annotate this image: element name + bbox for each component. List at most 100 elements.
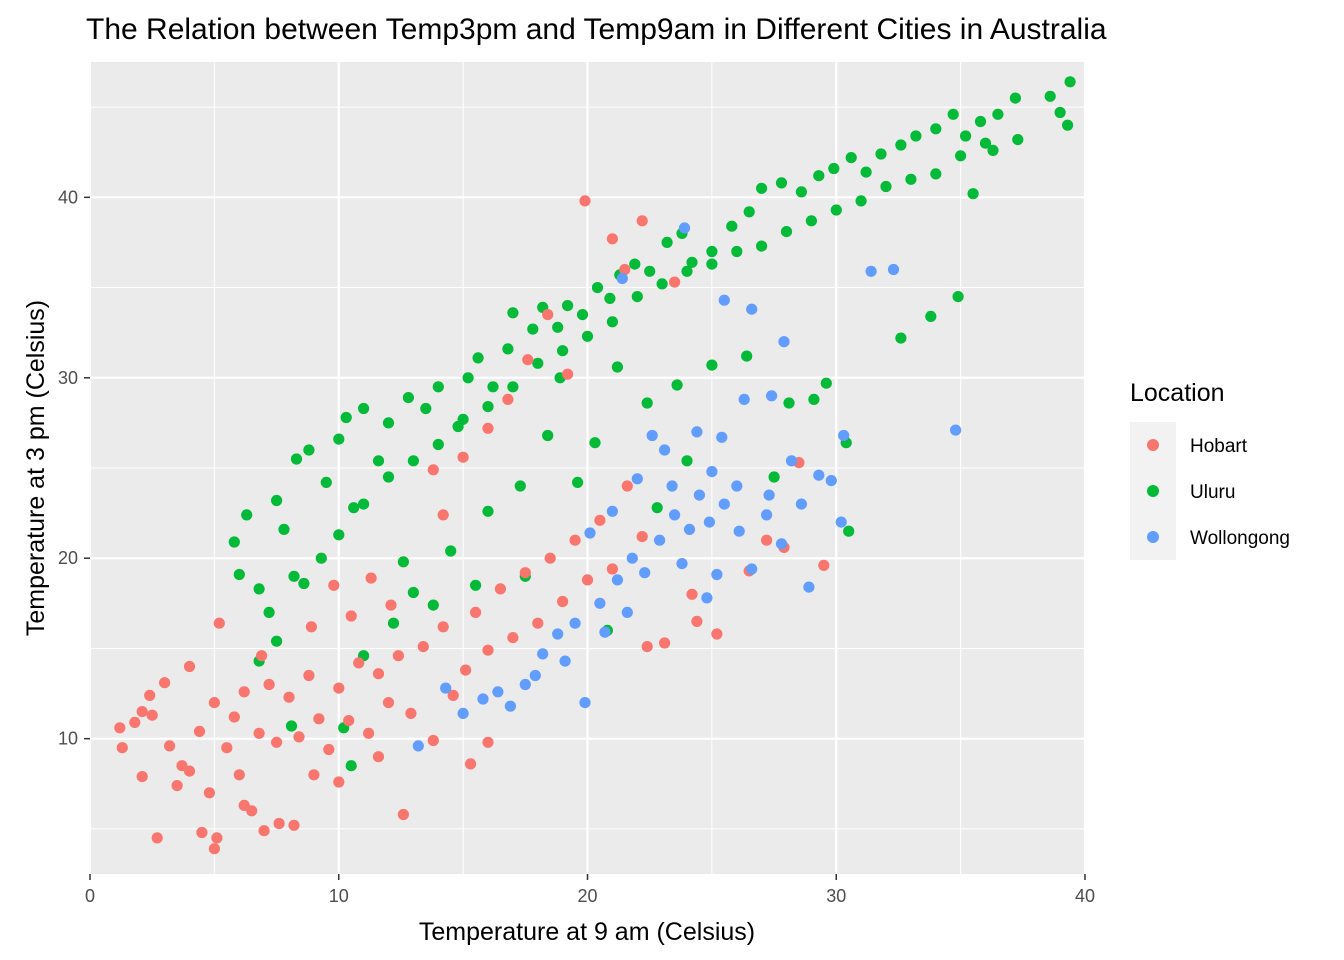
data-point-hobart xyxy=(562,368,574,380)
data-point-uluru xyxy=(1064,76,1076,88)
data-point-wollongong xyxy=(835,516,847,528)
data-point-hobart xyxy=(372,751,385,763)
data-point-hobart xyxy=(569,534,581,546)
y-tick-label: 20 xyxy=(58,548,78,568)
data-point-uluru xyxy=(397,556,409,568)
data-point-hobart xyxy=(557,595,569,608)
data-point-hobart xyxy=(136,706,148,718)
data-point-uluru xyxy=(795,186,808,198)
data-point-wollongong xyxy=(654,534,666,546)
data-point-wollongong xyxy=(825,475,837,487)
data-point-hobart xyxy=(183,660,196,673)
y-tick-label: 10 xyxy=(58,729,78,749)
data-point-hobart xyxy=(365,572,377,584)
data-point-uluru xyxy=(905,173,917,185)
data-point-uluru xyxy=(1044,90,1056,102)
data-point-uluru xyxy=(372,455,385,467)
data-point-uluru xyxy=(462,372,474,384)
data-point-hobart xyxy=(114,722,126,734)
data-point-uluru xyxy=(514,480,526,492)
data-point-uluru xyxy=(860,166,872,178)
x-tick-label: 0 xyxy=(85,886,95,906)
data-point-hobart xyxy=(263,678,275,691)
data-point-wollongong xyxy=(477,693,489,705)
data-point-uluru xyxy=(960,130,972,142)
data-point-wollongong xyxy=(606,505,619,517)
data-point-hobart xyxy=(305,621,317,633)
data-point-uluru xyxy=(457,413,469,425)
data-point-hobart xyxy=(343,715,355,727)
data-point-hobart xyxy=(457,451,469,463)
data-point-uluru xyxy=(345,760,357,772)
data-point-uluru xyxy=(686,256,698,268)
data-point-wollongong xyxy=(611,574,624,586)
data-point-hobart xyxy=(151,832,163,844)
data-point-hobart xyxy=(211,832,223,844)
data-point-hobart xyxy=(494,583,506,595)
data-point-hobart xyxy=(761,534,773,546)
data-point-uluru xyxy=(830,204,842,216)
data-point-wollongong xyxy=(746,563,758,575)
data-point-hobart xyxy=(288,819,300,831)
data-point-hobart xyxy=(544,552,556,564)
data-point-uluru xyxy=(808,393,820,405)
data-point-uluru xyxy=(333,433,345,445)
data-point-uluru xyxy=(589,437,601,449)
data-point-uluru xyxy=(768,471,780,483)
data-point-uluru xyxy=(706,245,718,258)
data-point-hobart xyxy=(333,776,345,788)
data-point-uluru xyxy=(805,215,818,227)
data-point-uluru xyxy=(527,323,539,335)
data-point-hobart xyxy=(323,743,335,756)
y-tick-label: 40 xyxy=(58,187,78,207)
data-point-uluru xyxy=(741,350,753,362)
data-point-hobart xyxy=(594,514,606,526)
data-point-uluru xyxy=(880,180,892,193)
data-point-uluru xyxy=(651,502,663,514)
data-point-hobart xyxy=(221,742,233,754)
data-point-wollongong xyxy=(718,498,730,510)
data-point-wollongong xyxy=(766,390,778,402)
data-point-uluru xyxy=(875,148,887,160)
data-point-hobart xyxy=(164,740,176,752)
data-point-uluru xyxy=(641,397,653,409)
legend-key-uluru xyxy=(1147,485,1159,497)
data-point-wollongong xyxy=(683,523,696,536)
data-point-uluru xyxy=(320,476,332,488)
data-point-hobart xyxy=(482,644,494,656)
data-point-hobart xyxy=(659,637,671,649)
data-point-uluru xyxy=(974,115,987,128)
data-point-hobart xyxy=(171,780,183,792)
data-point-uluru xyxy=(358,498,370,510)
data-point-uluru xyxy=(303,444,315,456)
data-point-hobart xyxy=(208,697,220,709)
data-point-uluru xyxy=(285,720,298,732)
data-point-hobart xyxy=(313,713,325,725)
data-point-uluru xyxy=(813,170,825,182)
data-point-uluru xyxy=(726,220,738,232)
data-point-hobart xyxy=(522,354,534,366)
data-point-wollongong xyxy=(701,592,713,604)
data-point-uluru xyxy=(241,509,253,521)
data-point-wollongong xyxy=(678,222,691,234)
data-point-wollongong xyxy=(813,469,825,481)
data-point-uluru xyxy=(288,570,300,582)
data-point-uluru xyxy=(671,379,683,391)
data-point-hobart xyxy=(273,817,285,830)
data-point-wollongong xyxy=(621,606,633,619)
data-point-wollongong xyxy=(763,489,775,501)
data-point-wollongong xyxy=(693,489,706,501)
data-point-hobart xyxy=(417,641,429,653)
data-point-uluru xyxy=(402,392,414,404)
data-point-uluru xyxy=(930,123,942,135)
data-point-hobart xyxy=(328,579,340,591)
data-points xyxy=(114,76,1076,855)
legend-key-hobart xyxy=(1147,439,1159,451)
series-uluru xyxy=(228,76,1076,772)
legend-title: Location xyxy=(1130,379,1225,407)
data-point-hobart xyxy=(146,709,158,721)
data-point-hobart xyxy=(579,195,591,207)
data-point-uluru xyxy=(606,316,619,328)
series-hobart xyxy=(114,195,830,855)
